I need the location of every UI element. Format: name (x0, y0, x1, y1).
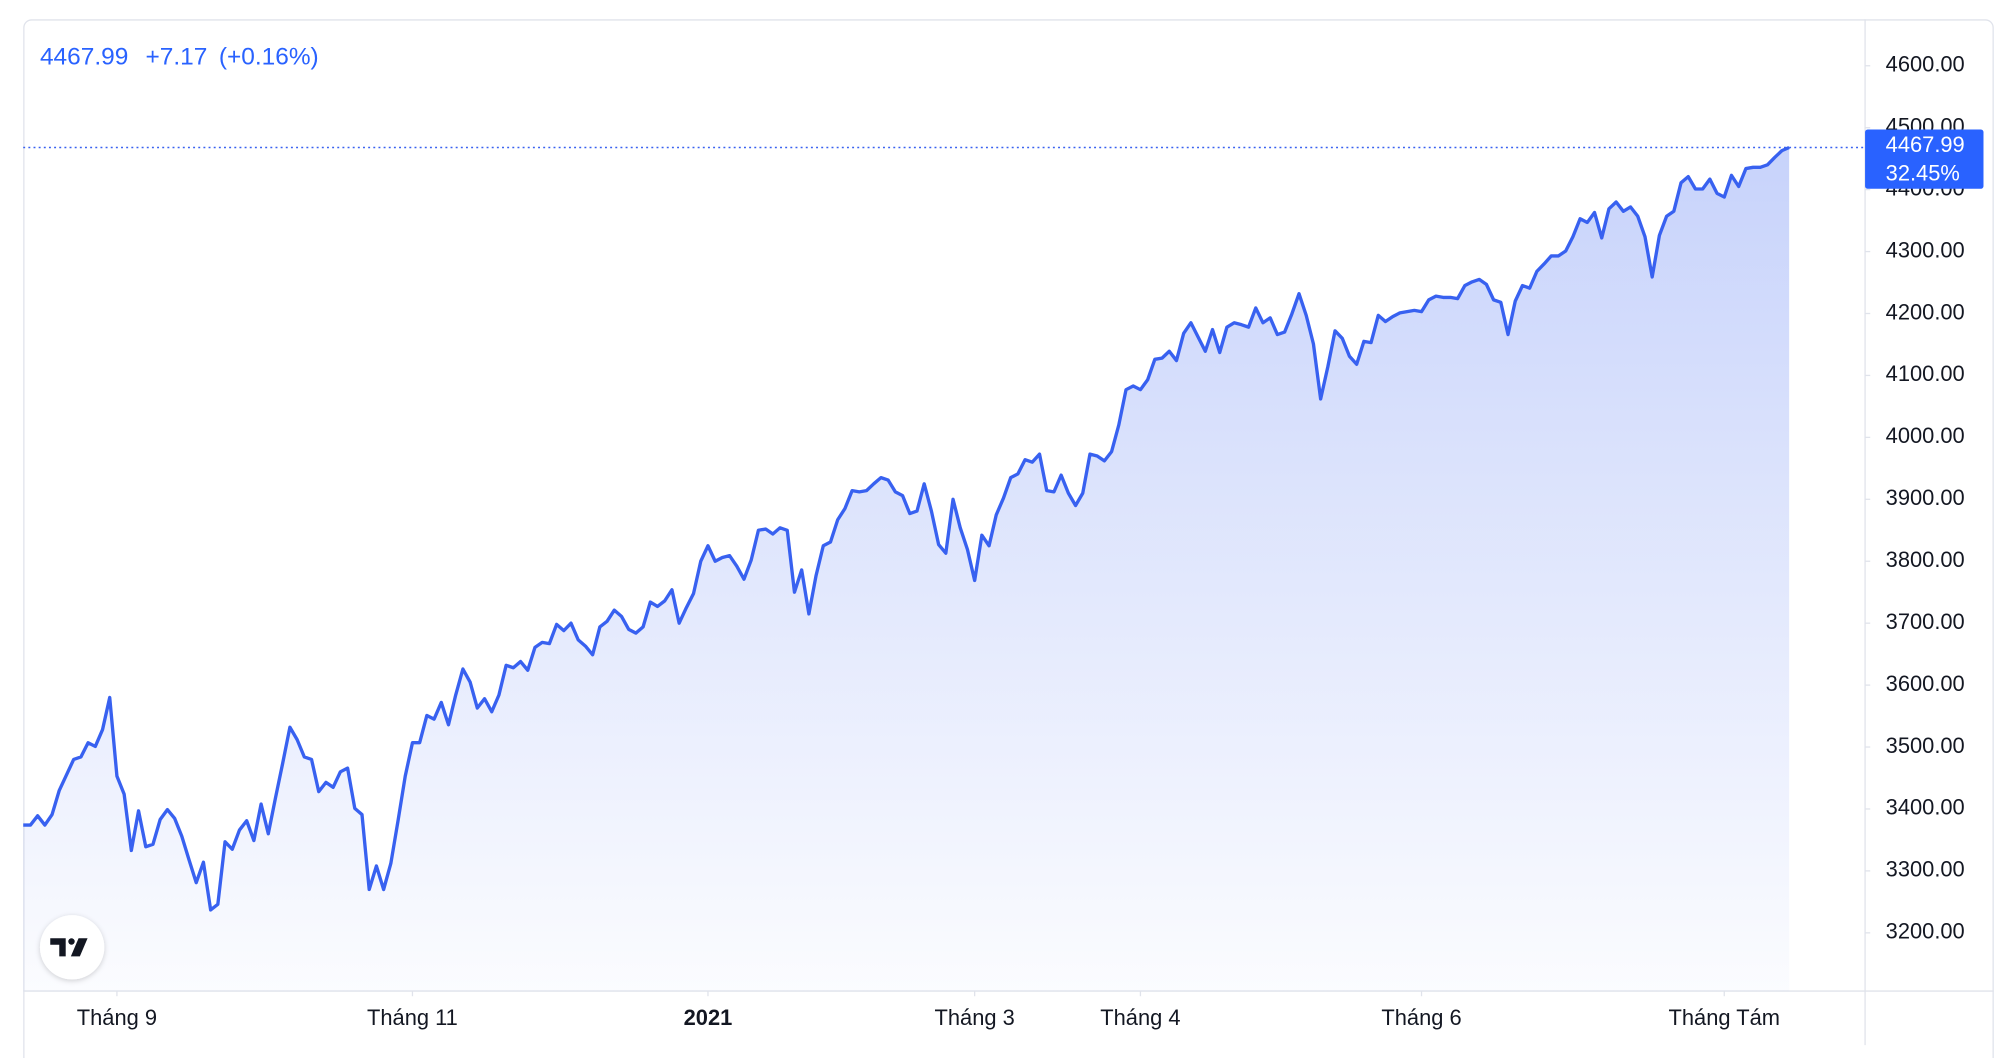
logo (39, 915, 105, 980)
y-tick-label: 4200.00 (1886, 299, 1965, 324)
last-price-label: 4467.99 (1886, 132, 1965, 157)
y-tick-label: 3700.00 (1886, 609, 1965, 634)
y-tick-label: 3600.00 (1886, 671, 1965, 696)
y-tick-label: 3200.00 (1886, 919, 1965, 944)
x-tick-label: Tháng 9 (77, 1005, 157, 1030)
logo-slash (70, 938, 88, 957)
last-value: 4467.99 (40, 43, 128, 70)
line (23, 145, 1790, 912)
y-tick-label: 3400.00 (1886, 795, 1965, 820)
x-tick-label: Tháng 11 (367, 1005, 458, 1030)
change-percent: (+0.16%) (219, 43, 319, 70)
area (23, 147, 1790, 992)
x-tick-label: 2021 (684, 1005, 733, 1030)
logo-mark (50, 938, 76, 957)
y-tick-label: 4600.00 (1886, 52, 1965, 77)
change: +7.17 (146, 43, 208, 70)
plot-area (23, 145, 1790, 992)
header: 4467.99 +7.17 (+0.16%) (40, 43, 319, 70)
last-percent-label: 32.45% (1886, 160, 1960, 185)
y-tick-label: 3300.00 (1886, 857, 1965, 882)
x-tick-label: Tháng Tám (1669, 1005, 1780, 1030)
y-tick-label: 3900.00 (1886, 485, 1965, 510)
last-price-tag (1865, 129, 1984, 189)
y-tick-label: 4300.00 (1886, 237, 1965, 262)
x-tick-label: Tháng 3 (935, 1005, 1015, 1030)
x-tick-label: Tháng 6 (1381, 1005, 1461, 1030)
y-tick-label: 3800.00 (1886, 547, 1965, 572)
logo-badge (39, 915, 105, 980)
x-tick-label: Tháng 4 (1100, 1005, 1180, 1030)
y-tick-label: 4000.00 (1886, 423, 1965, 448)
y-tick-label: 3500.00 (1886, 733, 1965, 758)
logo-dot (68, 938, 75, 945)
y-tick-label: 4100.00 (1886, 361, 1965, 386)
